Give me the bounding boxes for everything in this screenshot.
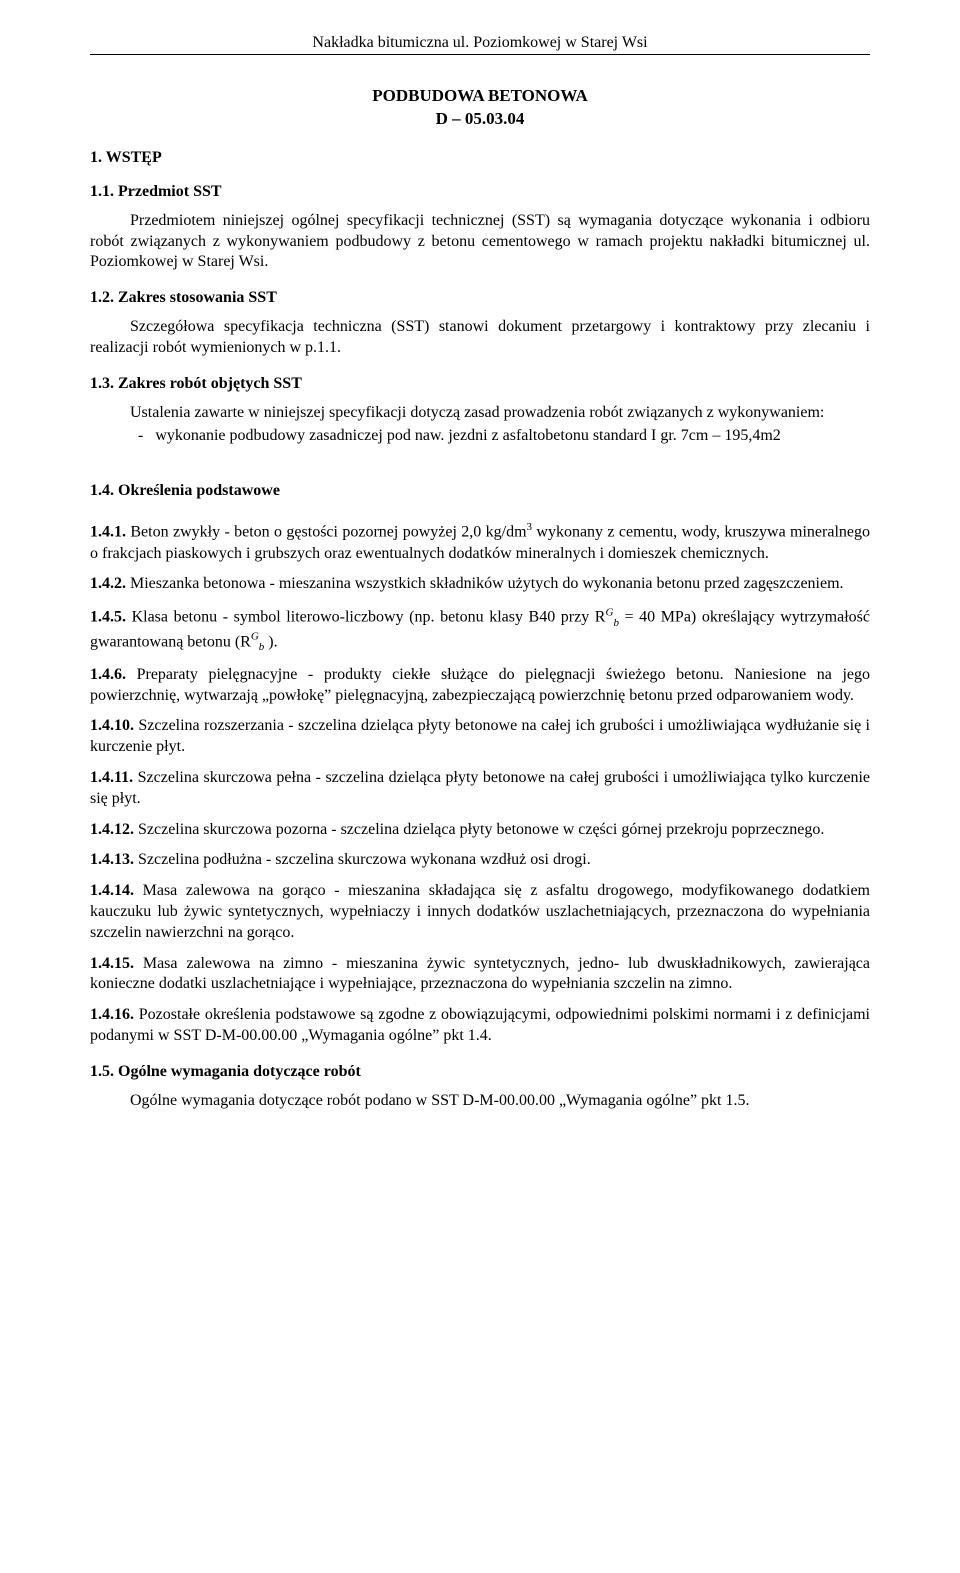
lead-1-4-6: 1.4.6. — [90, 666, 126, 683]
heading-1-3: 1.3. Zakres robót objętych SST — [90, 375, 870, 393]
para-1-4-12: 1.4.12. Szczelina skurczowa pozorna - sz… — [90, 820, 870, 841]
para-1-4-15: 1.4.15. Masa zalewowa na zimno - mieszan… — [90, 954, 870, 996]
text-1-4-2: Mieszanka betonowa - mieszanina wszystki… — [130, 575, 844, 592]
heading-1-2: 1.2. Zakres stosowania SST — [90, 289, 870, 307]
text-1-4-15: Masa zalewowa na zimno - mieszanina żywi… — [90, 955, 870, 993]
text-1-4-1a: Beton zwykły - beton o gęstości pozornej… — [130, 524, 526, 541]
heading-1-1: 1.1. Przedmiot SST — [90, 183, 870, 201]
lead-1-4-12: 1.4.12. — [90, 821, 134, 838]
para-1-4-11: 1.4.11. Szczelina skurczowa pełna - szcz… — [90, 768, 870, 810]
title-line-1: PODBUDOWA BETONOWA — [90, 85, 870, 108]
para-1-3: Ustalenia zawarte w niniejszej specyfika… — [90, 403, 870, 424]
text-1-4-5a: Klasa betonu - symbol literowo-liczbowy … — [132, 609, 606, 626]
lead-1-4-1: 1.4.1. — [90, 524, 126, 541]
title-block: PODBUDOWA BETONOWA D – 05.03.04 — [90, 85, 870, 131]
para-1-4-16: 1.4.16. Pozostałe określenia podstawowe … — [90, 1005, 870, 1047]
para-1-4-14: 1.4.14. Masa zalewowa na gorąco - miesza… — [90, 881, 870, 943]
text-1-4-12: Szczelina skurczowa pozorna - szczelina … — [138, 821, 824, 838]
header-rule — [90, 54, 870, 55]
lead-1-4-13: 1.4.13. — [90, 851, 134, 868]
text-1-4-14: Masa zalewowa na gorąco - mieszanina skł… — [90, 882, 870, 941]
text-1-4-10: Szczelina rozszerzania - szczelina dziel… — [90, 717, 870, 755]
lead-1-4-10: 1.4.10. — [90, 717, 134, 734]
lead-1-4-14: 1.4.14. — [90, 882, 134, 899]
text-1-4-11: Szczelina skurczowa pełna - szczelina dz… — [90, 769, 870, 807]
heading-1-4: 1.4. Określenia podstawowe — [90, 482, 870, 500]
sup-g2: G — [251, 631, 259, 643]
document-page: Nakładka bitumiczna ul. Poziomkowej w St… — [0, 0, 960, 1162]
para-1-4-1: 1.4.1. Beton zwykły - beton o gęstości p… — [90, 520, 870, 564]
para-1-1: Przedmiotem niniejszej ogólnej specyfika… — [90, 211, 870, 273]
para-1-2: Szczegółowa specyfikacja techniczna (SST… — [90, 317, 870, 359]
page-header: Nakładka bitumiczna ul. Poziomkowej w St… — [90, 34, 870, 52]
list-item-1-3-text: wykonanie podbudowy zasadniczej pod naw.… — [155, 427, 780, 444]
heading-1: 1. WSTĘP — [90, 149, 870, 167]
title-line-2: D – 05.03.04 — [90, 108, 870, 131]
heading-1-5: 1.5. Ogólne wymagania dotyczące robót — [90, 1063, 870, 1081]
text-1-4-16: Pozostałe określenia podstawowe są zgodn… — [90, 1006, 870, 1044]
lead-1-4-2: 1.4.2. — [90, 575, 126, 592]
para-1-4-6: 1.4.6. Preparaty pielęgnacyjne - produkt… — [90, 665, 870, 707]
para-1-4-2: 1.4.2. Mieszanka betonowa - mieszanina w… — [90, 574, 870, 595]
para-1-4-10: 1.4.10. Szczelina rozszerzania - szczeli… — [90, 716, 870, 758]
lead-1-4-11: 1.4.11. — [90, 769, 133, 786]
lead-1-4-5: 1.4.5. — [90, 609, 126, 626]
lead-1-4-15: 1.4.15. — [90, 955, 134, 972]
text-1-4-13: Szczelina podłużna - szczelina skurczowa… — [138, 851, 591, 868]
list-item-1-3: - wykonanie podbudowy zasadniczej pod na… — [90, 426, 870, 447]
para-1-4-13: 1.4.13. Szczelina podłużna - szczelina s… — [90, 850, 870, 871]
para-1-5: Ogólne wymagania dotyczące robót podano … — [90, 1091, 870, 1112]
para-1-4-5: 1.4.5. Klasa betonu - symbol literowo-li… — [90, 605, 870, 655]
lead-1-4-16: 1.4.16. — [90, 1006, 134, 1023]
text-1-4-5c: ). — [264, 633, 277, 650]
text-1-4-6: Preparaty pielęgnacyjne - produkty ciekł… — [90, 666, 870, 704]
